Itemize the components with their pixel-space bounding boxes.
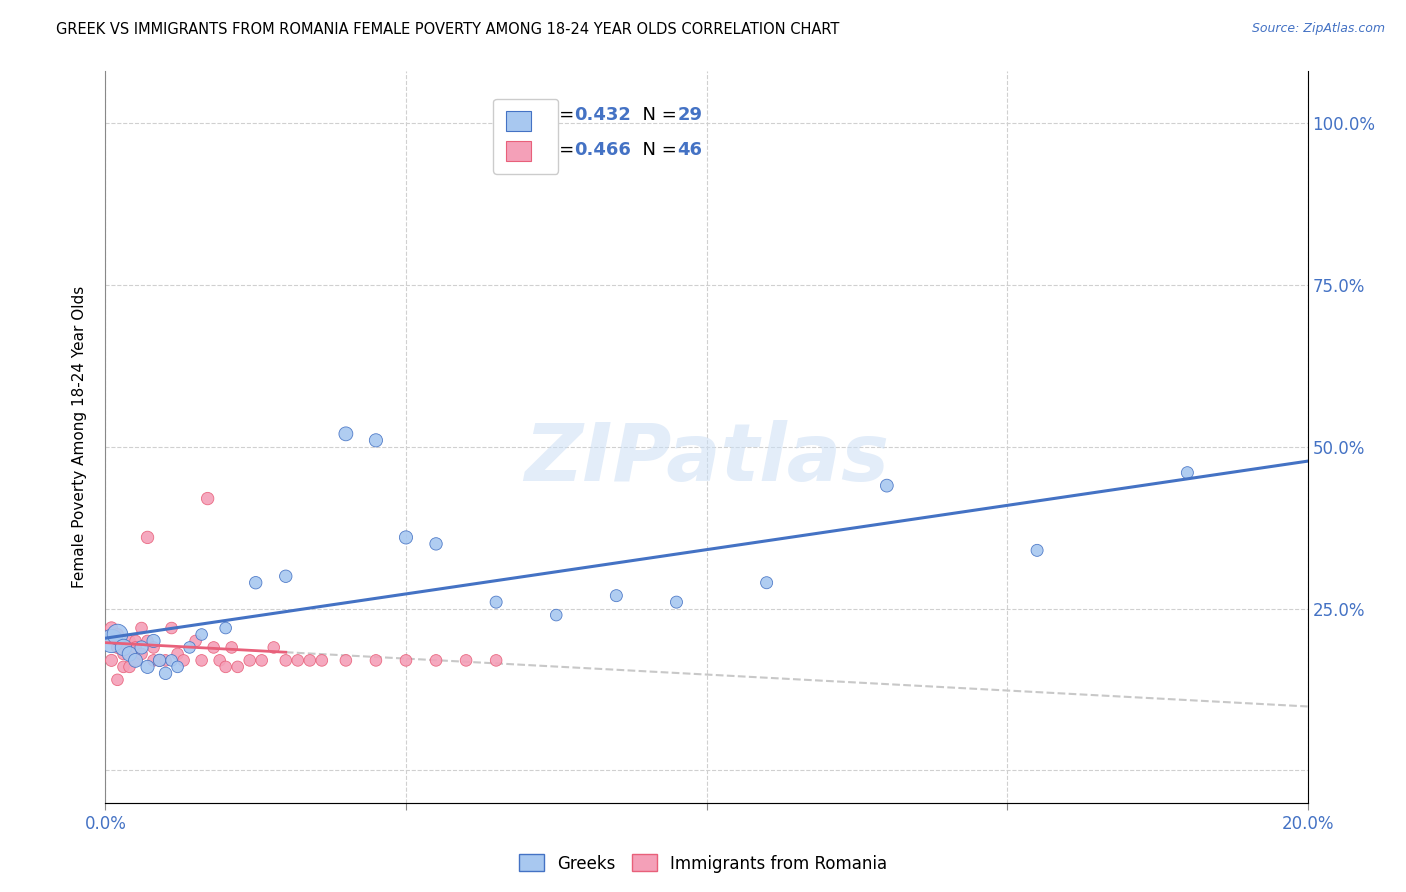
Legend: , : , [494,99,558,174]
Point [131,621,153,635]
Text: ZIPatlas: ZIPatlas [524,420,889,498]
Point [546,608,568,623]
Point [425,653,447,667]
Point [100,621,122,635]
Point [100,653,122,667]
Point [179,640,201,655]
Point [197,491,219,506]
Point [274,569,297,583]
Point [131,647,153,661]
Point [118,634,141,648]
Point [250,653,273,667]
Point [160,653,183,667]
Point [395,530,418,544]
Text: 46: 46 [678,141,703,159]
Point [124,653,146,667]
Point [1026,543,1049,558]
Point [1175,466,1198,480]
Point [166,660,188,674]
Point [190,627,212,641]
Point [226,660,249,674]
Point [112,640,135,655]
Point [112,640,135,655]
Point [665,595,688,609]
Text: 29: 29 [678,106,703,125]
Point [118,660,141,674]
Point [124,653,146,667]
Point [364,434,387,448]
Point [395,653,418,667]
Point [107,640,129,655]
Text: 0.432: 0.432 [574,106,631,125]
Point [148,653,170,667]
Point [155,653,177,667]
Point [155,666,177,681]
Point [142,634,165,648]
Point [876,478,898,492]
Point [112,647,135,661]
Point [118,647,141,661]
Point [142,640,165,655]
Point [214,660,236,674]
Point [485,653,508,667]
Text: N =: N = [631,141,682,159]
Y-axis label: Female Poverty Among 18-24 Year Olds: Female Poverty Among 18-24 Year Olds [72,286,87,588]
Point [173,653,195,667]
Point [274,653,297,667]
Point [136,634,159,648]
Point [107,627,129,641]
Point [136,530,159,544]
Text: N =: N = [631,106,682,125]
Point [335,653,357,667]
Point [208,653,231,667]
Point [298,653,321,667]
Text: 0.466: 0.466 [574,141,631,159]
Point [118,647,141,661]
Point [335,426,357,441]
Point [605,589,627,603]
Point [100,634,122,648]
Point [142,653,165,667]
Point [287,653,309,667]
Point [190,653,212,667]
Point [166,647,188,661]
Point [245,575,267,590]
Point [107,673,129,687]
Text: Source: ZipAtlas.com: Source: ZipAtlas.com [1251,22,1385,36]
Point [124,640,146,655]
Point [124,634,146,648]
Point [160,621,183,635]
Point [184,634,207,648]
Point [148,653,170,667]
Point [136,660,159,674]
Point [454,653,477,667]
Point [425,537,447,551]
Point [263,640,285,655]
Point [364,653,387,667]
Point [755,575,778,590]
Point [112,660,135,674]
Point [214,621,236,635]
Legend: Greeks, Immigrants from Romania: Greeks, Immigrants from Romania [512,847,894,880]
Point [202,640,225,655]
Point [221,640,243,655]
Point [239,653,262,667]
Point [311,653,333,667]
Point [131,640,153,655]
Point [107,627,129,641]
Text: R =: R = [541,141,579,159]
Point [485,595,508,609]
Text: GREEK VS IMMIGRANTS FROM ROMANIA FEMALE POVERTY AMONG 18-24 YEAR OLDS CORRELATIO: GREEK VS IMMIGRANTS FROM ROMANIA FEMALE … [56,22,839,37]
Text: R =: R = [541,106,579,125]
